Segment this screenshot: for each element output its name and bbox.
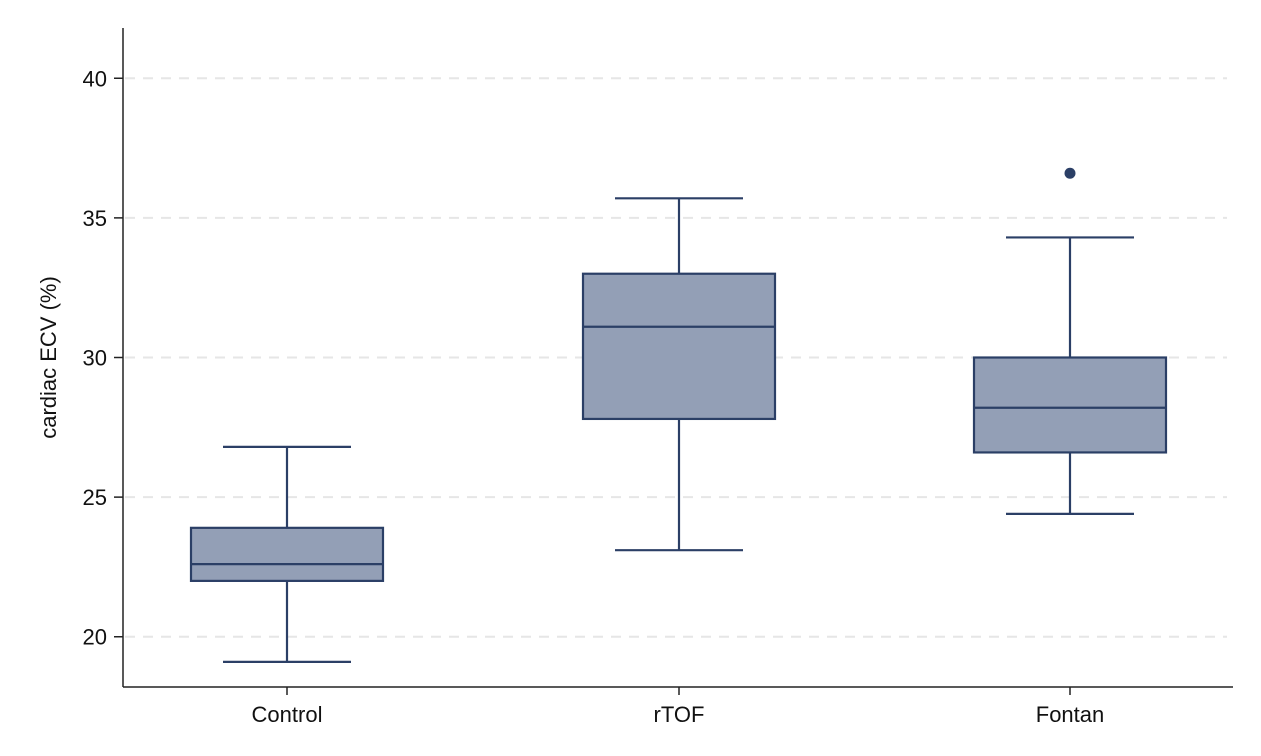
x-ticks: Control rTOF Fontan <box>252 687 1105 727</box>
iqr-box <box>972 356 1168 454</box>
iqr-box <box>581 272 777 421</box>
y-tick-label: 20 <box>83 625 107 650</box>
x-tick-label: rTOF <box>654 702 705 727</box>
y-tick-label: 40 <box>83 66 107 91</box>
outlier-point <box>1064 167 1076 179</box>
iqr-box <box>189 526 385 582</box>
x-tick-label: Fontan <box>1036 702 1105 727</box>
y-tick-label: 25 <box>83 485 107 510</box>
y-tick-label: 35 <box>83 206 107 231</box>
box-group <box>189 445 385 663</box>
boxes <box>189 167 1168 663</box>
y-tick-label: 30 <box>83 346 107 371</box>
box-group <box>972 167 1168 515</box>
y-ticks: 20 25 30 35 40 <box>83 66 123 650</box>
x-tick-label: Control <box>252 702 323 727</box>
box-group <box>581 197 777 552</box>
y-axis-title: cardiac ECV (%) <box>36 276 61 439</box>
